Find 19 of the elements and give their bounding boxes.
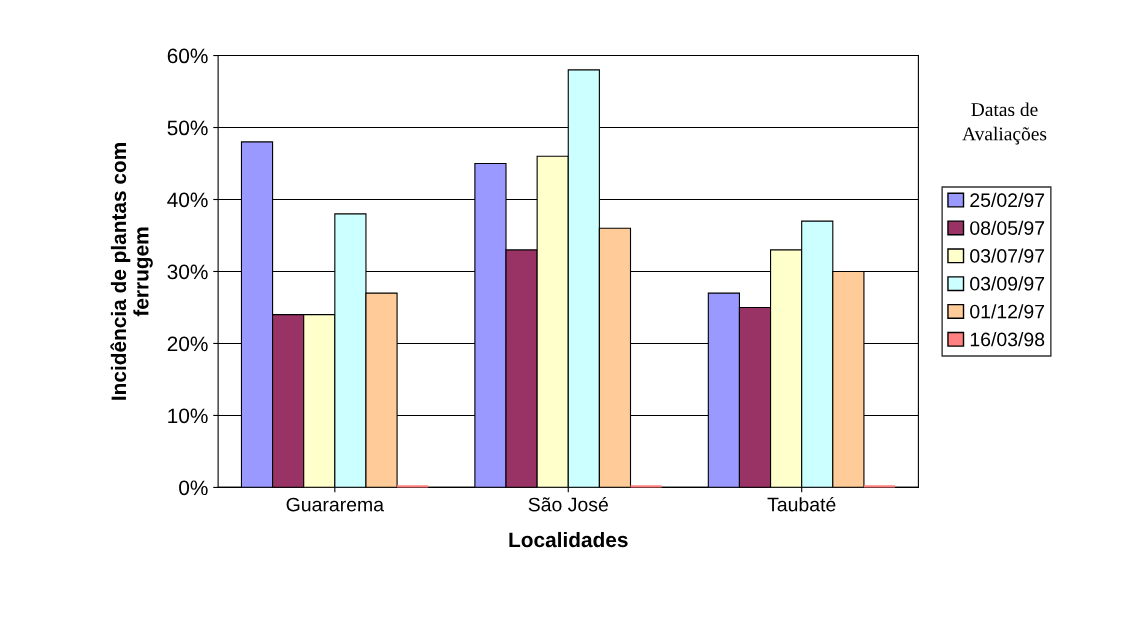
y-tick-label: 10% (168, 408, 208, 424)
x-axis-title: Localidades (509, 531, 628, 548)
y-tick-label: 20% (167, 336, 208, 352)
x-tick-label: Guararema (286, 497, 385, 512)
y-tick-label: 60% (167, 48, 208, 64)
legend-title: Datas de Avaliações (962, 102, 1047, 145)
legend-label: 01/12/97 (970, 304, 1045, 319)
y-tick-label: 30% (167, 264, 208, 280)
x-tick-label: São José (528, 496, 608, 512)
x-tick-label: Taubaté (767, 496, 836, 512)
legend-label: 25/02/97 (970, 192, 1045, 208)
y-tick-label: 40% (167, 192, 208, 208)
y-axis-title: Incidência de plantas com ferrugem (110, 143, 153, 400)
legend-label: 16/03/98 (970, 332, 1045, 347)
legend-label: 03/09/97 (970, 276, 1045, 291)
legend-label: 03/07/97 (970, 248, 1045, 263)
y-tick-label: 50% (167, 120, 208, 136)
y-tick-label: 0% (179, 480, 208, 496)
legend-label: 08/05/97 (970, 220, 1045, 235)
